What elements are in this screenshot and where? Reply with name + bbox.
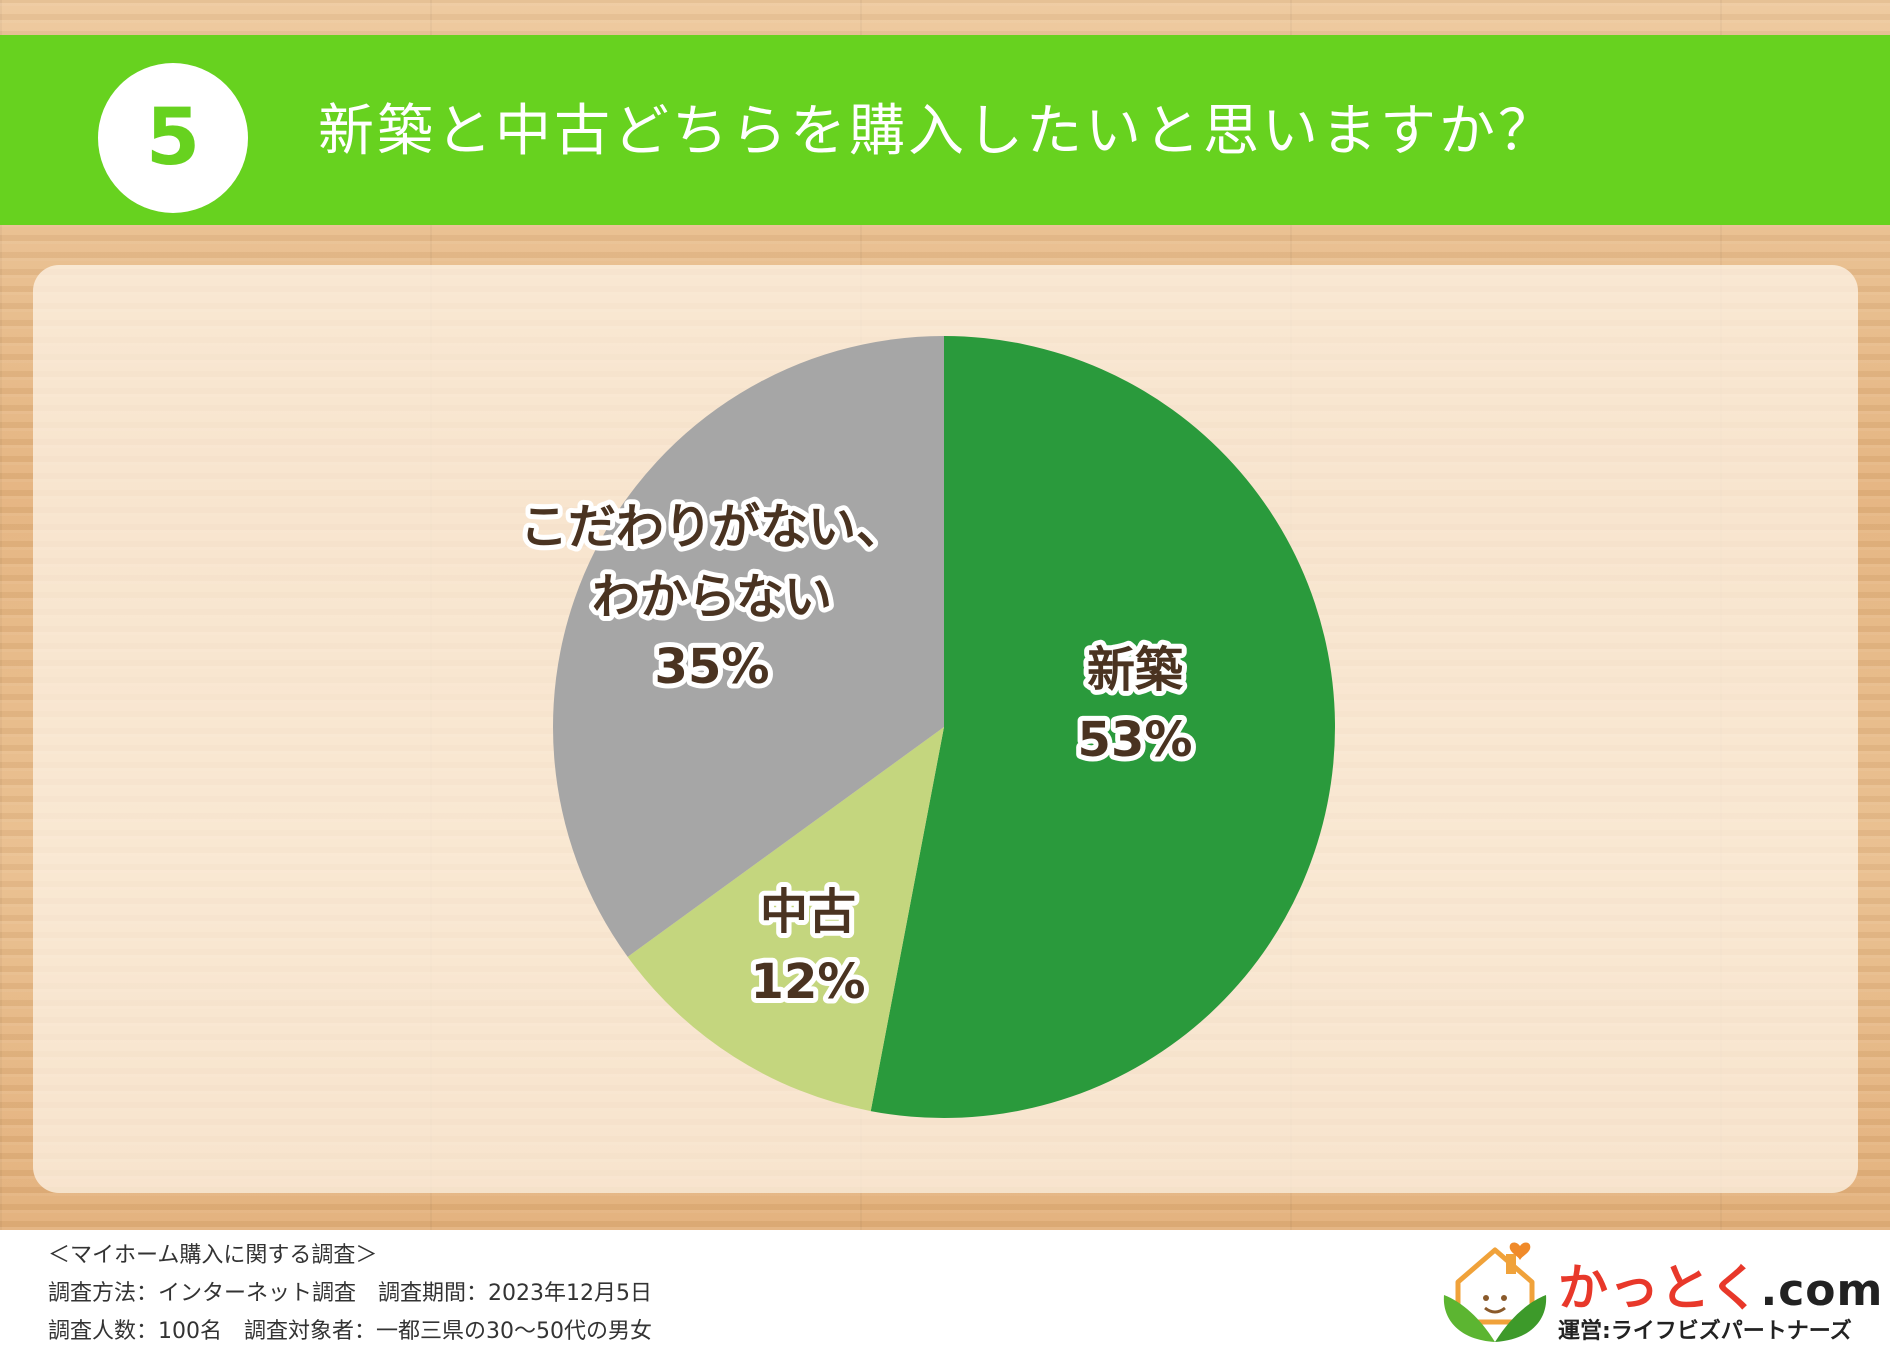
survey-method: 調査方法：インターネット調査 調査期間：2023年12月5日 bbox=[48, 1281, 652, 1306]
slice-category-label: 中古 bbox=[760, 884, 856, 940]
pie-chart: 新築 53% 中古 12% こだわりがない、わからない 35% bbox=[515, 336, 1335, 1118]
survey-subjects: 調査人数：100名 調査対象者：一都三県の30〜50代の男女 bbox=[48, 1319, 652, 1344]
logo-suffix: .com bbox=[1760, 1265, 1884, 1316]
slice-category-label: こだわりがない、 bbox=[520, 499, 904, 555]
logo-text: かっとく.com bbox=[1558, 1248, 1883, 1320]
logo-subtitle: 運営:ライフビズパートナーズ bbox=[1558, 1319, 1852, 1344]
question-number-badge: 5 bbox=[98, 63, 248, 213]
pie-slice bbox=[870, 336, 1335, 1118]
question-number: 5 bbox=[145, 93, 201, 183]
survey-title: ＜マイホーム購入に関する調査＞ bbox=[48, 1243, 378, 1268]
footer: ＜マイホーム購入に関する調査＞ 調査方法：インターネット調査 調査期間：2023… bbox=[0, 1230, 1890, 1350]
slice-category-label: 新築 bbox=[1087, 642, 1184, 698]
logo-name: かっとく bbox=[1558, 1259, 1761, 1317]
slice-category-label: わからない bbox=[592, 569, 832, 625]
house-leaf-icon bbox=[1443, 1242, 1547, 1342]
header-bar bbox=[0, 35, 1890, 225]
pie-slice bbox=[627, 727, 944, 1112]
pie-slice bbox=[553, 336, 944, 957]
slice-value-label: 35% bbox=[655, 639, 770, 695]
pie-labels: 新築 53% 中古 12% こだわりがない、わからない 35% bbox=[515, 494, 1197, 1015]
slice-value-label: 53% bbox=[1078, 712, 1193, 768]
pie-slices bbox=[553, 336, 1335, 1118]
question-title: 新築と中古どちらを購入したいと思いますか？ bbox=[318, 99, 1557, 164]
slice-value-label: 12% bbox=[751, 954, 866, 1010]
